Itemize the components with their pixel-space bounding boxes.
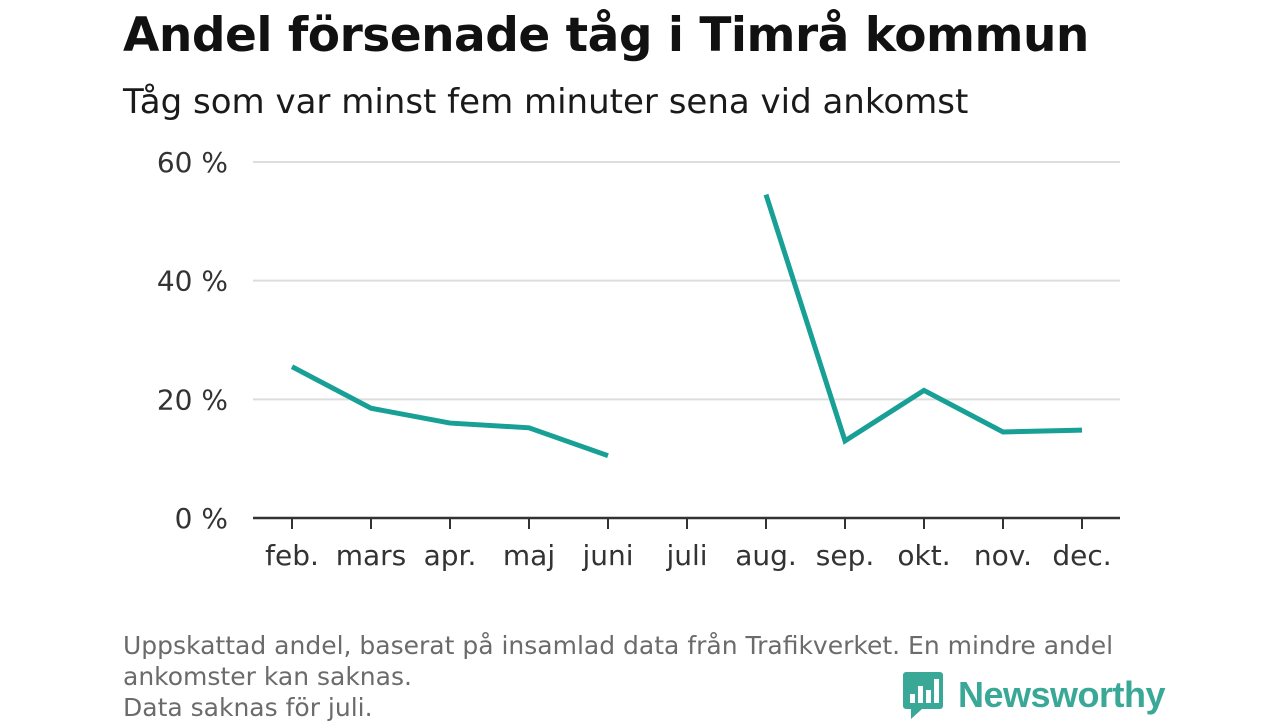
x-tick-label: juni xyxy=(581,539,633,572)
y-tick-label: 0 % xyxy=(175,502,228,535)
chart-title: Andel försenade tåg i Timrå kommun xyxy=(123,8,1089,63)
x-tick-label: mars xyxy=(336,539,407,572)
y-tick-label: 40 % xyxy=(157,265,228,298)
footnote: Uppskattad andel, baserat på insamlad da… xyxy=(123,630,1153,723)
x-tick-label: apr. xyxy=(424,539,477,572)
newsworthy-logo: Newsworthy xyxy=(902,670,1166,720)
series-line xyxy=(763,193,1083,445)
bar-chart-logo-icon xyxy=(903,672,943,719)
x-tick-label: juli xyxy=(665,539,707,572)
y-tick-label: 60 % xyxy=(157,146,228,179)
x-tick-label: aug. xyxy=(735,539,797,572)
brand-name: Newsworthy xyxy=(958,674,1166,715)
footnote-line: ankomster kan saknas. xyxy=(123,662,412,691)
footnote-line: Data saknas för juli. xyxy=(123,693,373,722)
x-tick-label: sep. xyxy=(816,539,875,572)
x-tick-label: okt. xyxy=(897,539,950,572)
x-tick-label: dec. xyxy=(1052,539,1111,572)
footnote-line: Uppskattad andel, baserat på insamlad da… xyxy=(123,631,1114,660)
y-tick-label: 20 % xyxy=(157,383,228,416)
x-tick-label: nov. xyxy=(974,539,1032,572)
x-tick-label: feb. xyxy=(265,539,319,572)
line-chart: 0 % 20 % 40 % 60 % feb. mars apr. maj juni juli au… xyxy=(157,146,1120,572)
x-tick-label: maj xyxy=(503,539,555,572)
chart-subtitle: Tåg som var minst fem minuter sena vid a… xyxy=(123,82,969,122)
series-line xyxy=(290,364,609,459)
